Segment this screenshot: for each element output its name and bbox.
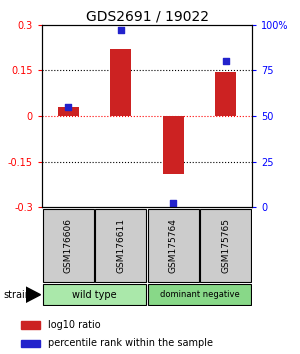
Text: wild type: wild type: [72, 290, 117, 300]
Bar: [163, 116, 184, 174]
Bar: [43, 284, 146, 305]
Bar: [21, 321, 40, 329]
Point: [66, 104, 71, 110]
Point: [223, 58, 228, 64]
Bar: [148, 284, 251, 305]
Text: GSM176606: GSM176606: [64, 218, 73, 273]
Bar: [58, 107, 79, 116]
Text: strain: strain: [3, 290, 31, 299]
Bar: [110, 49, 131, 116]
Title: GDS2691 / 19022: GDS2691 / 19022: [85, 10, 208, 24]
Text: GSM175764: GSM175764: [169, 218, 178, 273]
Bar: [215, 72, 236, 116]
Text: GSM175765: GSM175765: [221, 218, 230, 273]
Point: [118, 27, 123, 33]
Point: [171, 201, 176, 206]
Text: log10 ratio: log10 ratio: [49, 320, 101, 330]
Polygon shape: [26, 287, 40, 302]
Bar: [43, 209, 94, 282]
Bar: [21, 340, 40, 347]
Text: percentile rank within the sample: percentile rank within the sample: [49, 338, 214, 348]
Bar: [200, 209, 251, 282]
Bar: [148, 209, 199, 282]
Text: dominant negative: dominant negative: [160, 290, 239, 299]
Text: GSM176611: GSM176611: [116, 218, 125, 273]
Bar: [95, 209, 146, 282]
